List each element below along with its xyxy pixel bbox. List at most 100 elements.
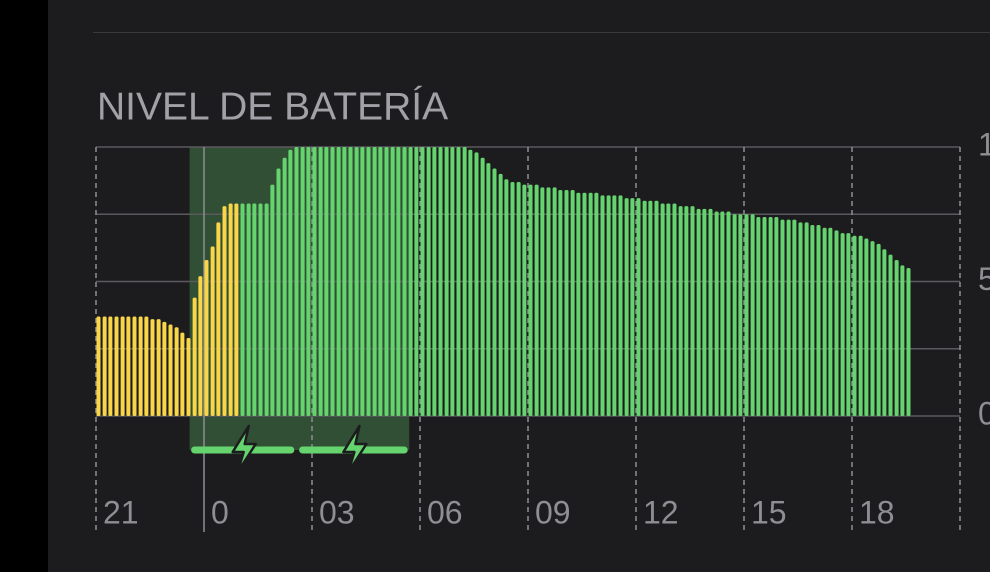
bar <box>360 147 365 416</box>
bar <box>312 147 317 416</box>
bar <box>726 211 731 416</box>
bar <box>150 319 155 416</box>
bar <box>822 227 827 416</box>
bar <box>270 184 275 416</box>
bar <box>444 147 449 416</box>
bar <box>294 147 299 416</box>
bar <box>600 195 605 416</box>
bar <box>660 203 665 416</box>
bar <box>528 184 533 416</box>
bar <box>666 203 671 416</box>
bar <box>642 200 647 416</box>
bar <box>396 147 401 416</box>
bar <box>702 208 707 416</box>
bar <box>696 208 701 416</box>
bar <box>792 219 797 416</box>
bar <box>618 195 623 416</box>
bar <box>210 246 215 416</box>
bar <box>474 152 479 416</box>
bar <box>672 203 677 416</box>
bar <box>330 147 335 416</box>
bar <box>786 219 791 416</box>
bar <box>144 316 149 416</box>
bar <box>336 147 341 416</box>
bar <box>438 147 443 416</box>
bar <box>546 187 551 416</box>
bar <box>450 147 455 416</box>
bar <box>522 184 527 416</box>
bar <box>282 157 287 416</box>
bar <box>798 222 803 416</box>
bar <box>180 332 185 416</box>
bar <box>276 168 281 416</box>
bar <box>240 203 245 416</box>
bar <box>576 192 581 416</box>
bar <box>234 203 239 416</box>
bar <box>648 200 653 416</box>
bar <box>630 198 635 416</box>
bar <box>258 203 263 416</box>
bar <box>408 147 413 416</box>
bar <box>156 319 161 416</box>
bar <box>900 265 905 416</box>
bar <box>300 147 305 416</box>
bar <box>486 163 491 416</box>
bar <box>264 203 269 416</box>
bar <box>462 147 467 416</box>
bar <box>306 147 311 416</box>
bar <box>390 147 395 416</box>
bar <box>762 216 767 416</box>
bar <box>168 324 173 416</box>
bar <box>354 147 359 416</box>
bar <box>624 198 629 416</box>
bar <box>504 179 509 416</box>
bar <box>480 157 485 416</box>
bar <box>720 211 725 416</box>
bar <box>348 147 353 416</box>
bar <box>198 276 203 416</box>
bolt-icon <box>231 424 257 474</box>
bar <box>534 184 539 416</box>
bar <box>318 147 323 416</box>
bar <box>138 316 143 416</box>
bar <box>906 268 911 416</box>
bar <box>162 321 167 416</box>
x-tick-label: 09 <box>535 494 571 530</box>
bar <box>780 219 785 416</box>
bar <box>588 192 593 416</box>
bar <box>228 203 233 416</box>
bar <box>378 147 383 416</box>
bar <box>876 243 881 416</box>
bar <box>768 216 773 416</box>
bar <box>108 316 113 416</box>
bar <box>594 192 599 416</box>
bar <box>540 187 545 416</box>
bar <box>750 214 755 416</box>
bar <box>552 187 557 416</box>
x-tick-label: 12 <box>643 494 679 530</box>
y-tick-label: 0% <box>978 395 990 431</box>
bar <box>114 316 119 416</box>
bolt-icon <box>342 424 368 474</box>
y-tick-label: 50% <box>978 261 990 297</box>
bar <box>468 149 473 416</box>
bar <box>882 249 887 416</box>
bar <box>654 200 659 416</box>
bar <box>222 206 227 416</box>
bar <box>858 235 863 416</box>
x-tick-label: 03 <box>319 494 355 530</box>
bar <box>186 337 191 416</box>
bar <box>192 297 197 416</box>
bar <box>582 192 587 416</box>
bar <box>174 327 179 416</box>
left-edge <box>0 0 48 572</box>
bar <box>342 147 347 416</box>
bar <box>216 222 221 416</box>
x-tick-label: 15 <box>751 494 787 530</box>
bar <box>510 181 515 416</box>
bar <box>888 254 893 416</box>
bar <box>96 316 101 416</box>
bar <box>714 211 719 416</box>
bar <box>732 214 737 416</box>
